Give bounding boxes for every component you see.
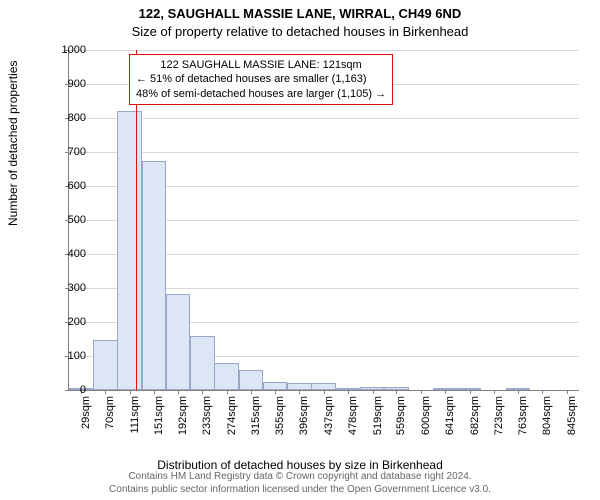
- y-tick-label: 0: [46, 384, 86, 396]
- x-tick-mark: [518, 390, 519, 394]
- x-tick-mark: [275, 390, 276, 394]
- x-tick-label: 804sqm: [541, 396, 553, 456]
- x-tick-label: 519sqm: [372, 396, 384, 456]
- callout-line: 48% of semi-detached houses are larger (…: [136, 87, 386, 101]
- y-tick-label: 800: [46, 112, 86, 124]
- histogram-bar: [190, 336, 214, 390]
- x-tick-label: 355sqm: [274, 396, 286, 456]
- attribution-text: Contains HM Land Registry data © Crown c…: [0, 471, 600, 496]
- x-tick-label: 763sqm: [517, 396, 529, 456]
- x-tick-label: 437sqm: [323, 396, 335, 456]
- histogram-bar: [311, 383, 335, 390]
- x-tick-label: 315sqm: [250, 396, 262, 456]
- attribution-line-1: Contains HM Land Registry data © Crown c…: [128, 471, 471, 482]
- histogram-bar: [239, 370, 263, 390]
- y-tick-label: 700: [46, 146, 86, 158]
- x-tick-label: 111sqm: [129, 396, 141, 456]
- y-tick-label: 600: [46, 180, 86, 192]
- x-tick-label: 70sqm: [104, 396, 116, 456]
- y-axis-label: Number of detached properties: [6, 61, 20, 226]
- x-tick-mark: [324, 390, 325, 394]
- x-tick-mark: [494, 390, 495, 394]
- y-tick-label: 400: [46, 248, 86, 260]
- x-tick-mark: [130, 390, 131, 394]
- x-tick-label: 723sqm: [493, 396, 505, 456]
- histogram-bar: [117, 111, 141, 390]
- x-tick-mark: [396, 390, 397, 394]
- histogram-plot: 122 SAUGHALL MASSIE LANE: 121sqm← 51% of…: [68, 50, 579, 391]
- x-tick-mark: [105, 390, 106, 394]
- x-tick-label: 192sqm: [177, 396, 189, 456]
- x-tick-mark: [154, 390, 155, 394]
- histogram-bar: [142, 161, 166, 391]
- x-tick-mark: [542, 390, 543, 394]
- gridline: [69, 50, 579, 51]
- x-tick-label: 845sqm: [566, 396, 578, 456]
- histogram-bar: [287, 383, 311, 390]
- x-tick-mark: [470, 390, 471, 394]
- x-tick-mark: [227, 390, 228, 394]
- y-tick-label: 900: [46, 78, 86, 90]
- x-tick-label: 600sqm: [420, 396, 432, 456]
- callout-line: 122 SAUGHALL MASSIE LANE: 121sqm: [136, 58, 386, 72]
- x-tick-label: 682sqm: [469, 396, 481, 456]
- x-tick-label: 233sqm: [201, 396, 213, 456]
- histogram-bar: [93, 340, 117, 390]
- y-tick-label: 500: [46, 214, 86, 226]
- x-tick-mark: [202, 390, 203, 394]
- x-tick-mark: [373, 390, 374, 394]
- x-tick-label: 274sqm: [226, 396, 238, 456]
- y-tick-label: 1000: [46, 44, 86, 56]
- x-tick-mark: [567, 390, 568, 394]
- x-axis-label: Distribution of detached houses by size …: [0, 458, 600, 472]
- page-title: 122, SAUGHALL MASSIE LANE, WIRRAL, CH49 …: [0, 6, 600, 21]
- x-tick-label: 29sqm: [80, 396, 92, 456]
- x-tick-mark: [251, 390, 252, 394]
- histogram-bar: [263, 382, 287, 391]
- attribution-line-2: Contains public sector information licen…: [109, 484, 491, 495]
- x-tick-mark: [445, 390, 446, 394]
- x-tick-label: 396sqm: [298, 396, 310, 456]
- histogram-bar: [214, 363, 238, 390]
- gridline: [69, 118, 579, 119]
- callout-box: 122 SAUGHALL MASSIE LANE: 121sqm← 51% of…: [129, 54, 393, 105]
- x-tick-mark: [299, 390, 300, 394]
- x-tick-label: 559sqm: [395, 396, 407, 456]
- callout-line: ← 51% of detached houses are smaller (1,…: [136, 72, 386, 86]
- x-tick-mark: [178, 390, 179, 394]
- histogram-bar: [166, 294, 190, 390]
- x-tick-mark: [348, 390, 349, 394]
- x-tick-mark: [421, 390, 422, 394]
- x-tick-label: 478sqm: [347, 396, 359, 456]
- y-tick-label: 200: [46, 316, 86, 328]
- x-tick-label: 151sqm: [153, 396, 165, 456]
- y-tick-label: 300: [46, 282, 86, 294]
- x-tick-label: 641sqm: [444, 396, 456, 456]
- gridline: [69, 152, 579, 153]
- y-tick-label: 100: [46, 350, 86, 362]
- page-subtitle: Size of property relative to detached ho…: [0, 24, 600, 39]
